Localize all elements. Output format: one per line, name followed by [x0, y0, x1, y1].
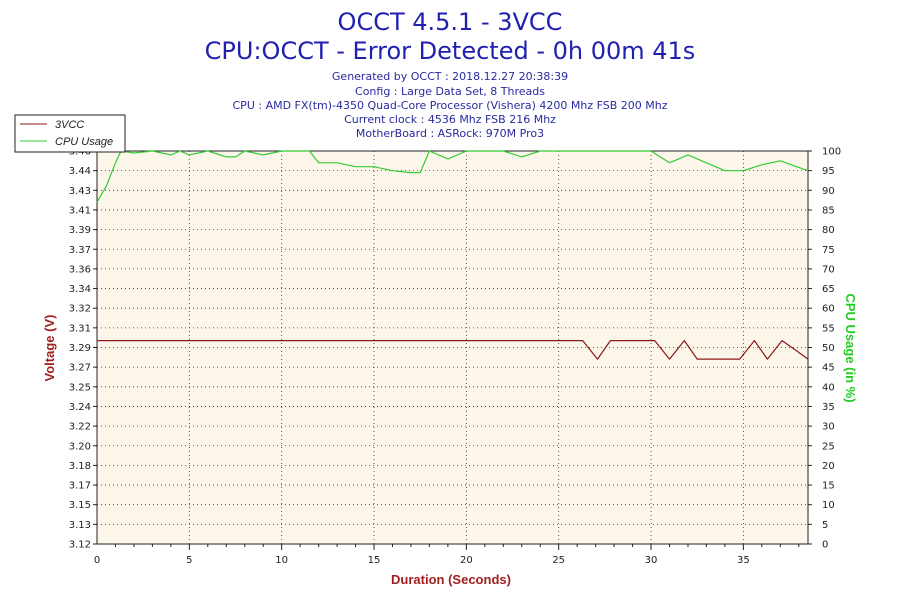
- x-tick-label: 25: [552, 555, 565, 566]
- y-tick-label-left: 3.41: [69, 205, 91, 216]
- y-tick-label-left: 3.13: [69, 520, 91, 531]
- y-tick-label-right: 85: [822, 205, 835, 216]
- grid-lines: [97, 151, 808, 544]
- series-line-3vcc: [97, 340, 809, 360]
- y-tick-label-left: 3.22: [69, 422, 91, 433]
- legend: 3VCC CPU Usage: [14, 114, 126, 153]
- y-tick-label-right: 55: [822, 323, 835, 334]
- series-layer: [96, 150, 809, 360]
- y-tick-label-right: 25: [822, 441, 835, 452]
- y-tick-label-left: 3.34: [69, 284, 91, 295]
- y-tick-label-left: 3.31: [69, 323, 91, 334]
- legend-label-3vcc: 3VCC: [55, 119, 84, 131]
- y-tick-label-right: 95: [822, 166, 835, 177]
- y-tick-label-left: 3.37: [69, 245, 91, 256]
- y-tick-label-left: 3.20: [69, 441, 91, 452]
- y-tick-label-left: 3.43: [69, 186, 91, 197]
- y-tick-label-left: 3.18: [69, 461, 91, 472]
- y-tick-label-right: 45: [822, 363, 835, 374]
- y-axis-label-left: Voltage (V): [42, 315, 57, 382]
- y-tick-label-right: 15: [822, 481, 835, 492]
- axis-ticks: 3.12 03.13 53.15 103.17 153.18 203.20 253.22 30…: [69, 147, 841, 567]
- y-tick-label-right: 80: [822, 225, 835, 236]
- info-line-config: Config : Large Data Set, 8 Threads: [355, 85, 545, 98]
- y-tick-label-right: 75: [822, 245, 835, 256]
- y-tick-label-left: 3.44: [69, 166, 91, 177]
- y-tick-label-right: 0: [822, 540, 828, 551]
- info-line-generated: Generated by OCCT : 2018.12.27 20:38:39: [332, 70, 568, 83]
- y-tick-label-left: 3.24: [69, 402, 91, 413]
- y-tick-label-left: 3.12: [69, 540, 91, 551]
- chart-title: OCCT 4.5.1 - 3VCC: [338, 8, 563, 36]
- series-line-cpu-usage: [96, 150, 809, 203]
- y-tick-label-left: 3.17: [69, 481, 91, 492]
- y-tick-label-right: 10: [822, 500, 835, 511]
- x-tick-label: 30: [645, 555, 658, 566]
- y-tick-label-left: 3.27: [69, 363, 91, 374]
- y-tick-label-right: 20: [822, 461, 835, 472]
- x-tick-label: 15: [368, 555, 381, 566]
- y-tick-label-right: 5: [822, 520, 828, 531]
- y-tick-label-left: 3.29: [69, 343, 91, 354]
- y-tick-label-right: 30: [822, 422, 835, 433]
- x-tick-label: 35: [737, 555, 750, 566]
- x-tick-label: 5: [186, 555, 192, 566]
- x-axis-label: Duration (Seconds): [391, 572, 511, 587]
- y-tick-label-right: 70: [822, 264, 835, 275]
- y-tick-label-left: 3.15: [69, 500, 91, 511]
- y-axis-label-right: CPU Usage (in %): [843, 293, 858, 402]
- info-line-cpu: CPU : AMD FX(tm)-4350 Quad-Core Processo…: [233, 99, 668, 112]
- y-tick-label-left: 3.32: [69, 304, 91, 315]
- info-line-clock: Current clock : 4536 Mhz FSB 216 Mhz: [344, 113, 556, 126]
- chart-subtitle: CPU:OCCT - Error Detected - 0h 00m 41s: [205, 37, 696, 65]
- y-tick-label-right: 100: [822, 147, 841, 158]
- legend-label-cpu-usage: CPU Usage: [55, 136, 113, 148]
- y-tick-label-right: 60: [822, 304, 835, 315]
- x-tick-label: 10: [275, 555, 288, 566]
- y-tick-label-right: 35: [822, 402, 835, 413]
- y-tick-label-right: 50: [822, 343, 835, 354]
- x-tick-label: 20: [460, 555, 473, 566]
- y-tick-label-left: 3.39: [69, 225, 91, 236]
- y-tick-label-left: 3.36: [69, 264, 91, 275]
- legend-box: [14, 114, 126, 153]
- y-tick-label-right: 65: [822, 284, 835, 295]
- y-tick-label-right: 40: [822, 382, 835, 393]
- x-tick-label: 0: [94, 555, 100, 566]
- info-line-motherboard: MotherBoard : ASRock: 970M Pro3: [356, 127, 544, 140]
- y-tick-label-right: 90: [822, 186, 835, 197]
- y-tick-label-left: 3.25: [69, 382, 91, 393]
